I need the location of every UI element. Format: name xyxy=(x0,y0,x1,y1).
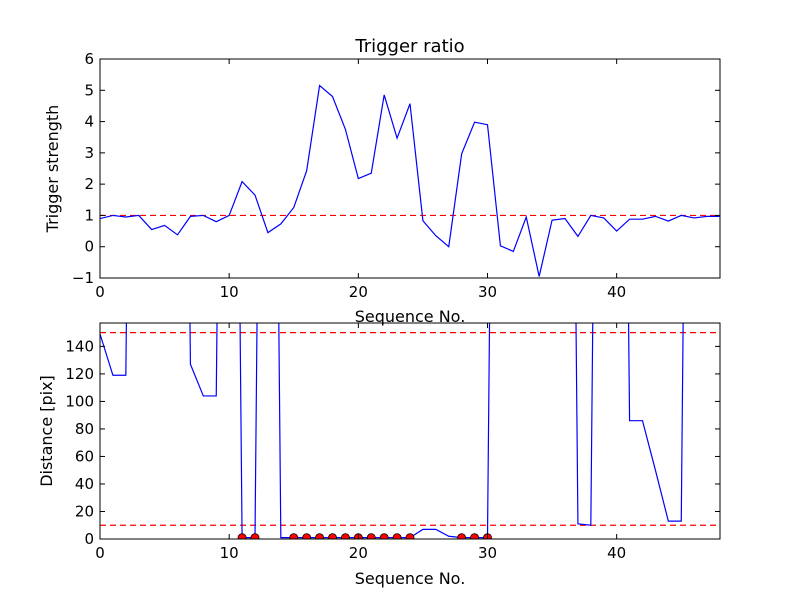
data-point xyxy=(289,533,299,539)
data-point xyxy=(392,533,402,539)
y-tick-label: 1 xyxy=(84,206,94,224)
axes-frame xyxy=(99,58,721,279)
data-point xyxy=(341,533,350,539)
x-tick-label: 10 xyxy=(220,544,239,562)
y-tick-label: −1 xyxy=(72,269,94,287)
data-point xyxy=(250,533,260,539)
y-tick-label: 0 xyxy=(84,530,94,548)
x-axis-label: Sequence No. xyxy=(355,569,466,588)
distance-plot: 0 10 20 30 40 0 20 40 60 80 100 120 140 Sequence No. D… xyxy=(37,322,721,588)
y-tick-label: 20 xyxy=(75,502,94,520)
data-point xyxy=(237,533,247,539)
x-tick-label: 30 xyxy=(478,283,497,301)
x-axis-label: Sequence No. xyxy=(355,307,466,326)
data-point xyxy=(457,533,467,539)
data-point xyxy=(366,533,376,539)
series-line xyxy=(100,323,684,539)
data-point xyxy=(470,533,479,539)
x-tick-label: 10 xyxy=(220,283,239,301)
axes-frame xyxy=(99,322,721,540)
y-tick-label: 60 xyxy=(75,447,94,465)
x-tick-label: 30 xyxy=(478,544,497,562)
x-tick-label: 40 xyxy=(607,283,626,301)
y-tick-label: 80 xyxy=(75,420,94,438)
data-point xyxy=(379,533,389,539)
data-point xyxy=(315,533,324,539)
y-tick-label: 100 xyxy=(65,392,94,410)
y-tick-label: 0 xyxy=(84,238,94,256)
x-tick-label: 20 xyxy=(349,544,368,562)
y-axis-label: Trigger strength xyxy=(43,105,62,234)
y-tick-label: 6 xyxy=(84,50,94,68)
y-tick-label: 40 xyxy=(75,475,94,493)
x-tick-label: 0 xyxy=(95,544,105,562)
plot-area xyxy=(100,84,720,277)
y-tick-label: 140 xyxy=(65,337,94,355)
y-tick-label: 2 xyxy=(84,175,94,193)
plot-title: Trigger ratio xyxy=(354,36,464,57)
x-tick-label: 20 xyxy=(349,283,368,301)
data-point xyxy=(302,533,312,539)
y-tick-label: 4 xyxy=(84,113,94,131)
y-axis-label: Distance [pix] xyxy=(37,375,56,487)
plot-area xyxy=(100,323,720,539)
x-tick-label: 0 xyxy=(95,283,105,301)
y-tick-label: 120 xyxy=(65,365,94,383)
series-line xyxy=(100,84,720,277)
y-tick-label: 3 xyxy=(84,144,94,162)
x-tick-label: 40 xyxy=(607,544,626,562)
data-point xyxy=(328,533,337,539)
y-tick-label: 5 xyxy=(84,81,94,99)
data-point xyxy=(405,533,415,539)
